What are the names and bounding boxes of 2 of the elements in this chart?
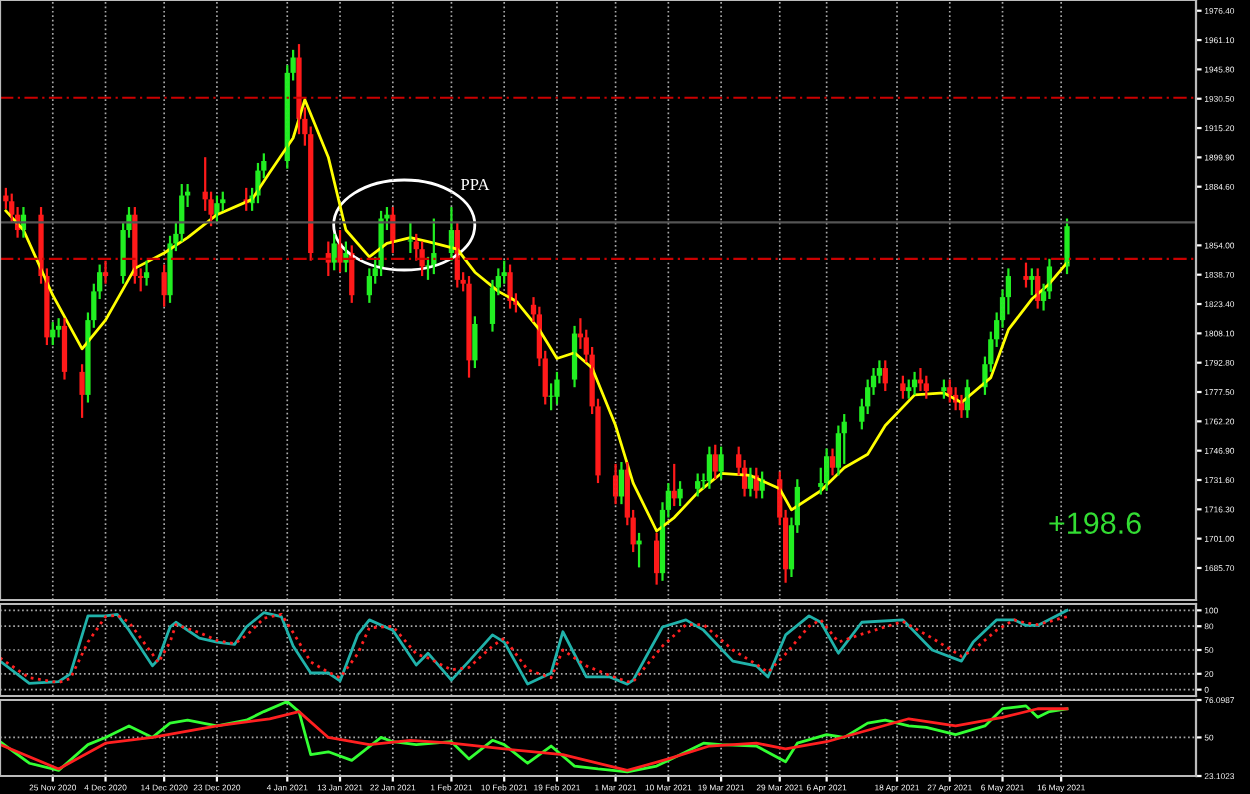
- annotation: +198.6: [1049, 512, 1141, 534]
- annotation: PPA: [460, 179, 490, 191]
